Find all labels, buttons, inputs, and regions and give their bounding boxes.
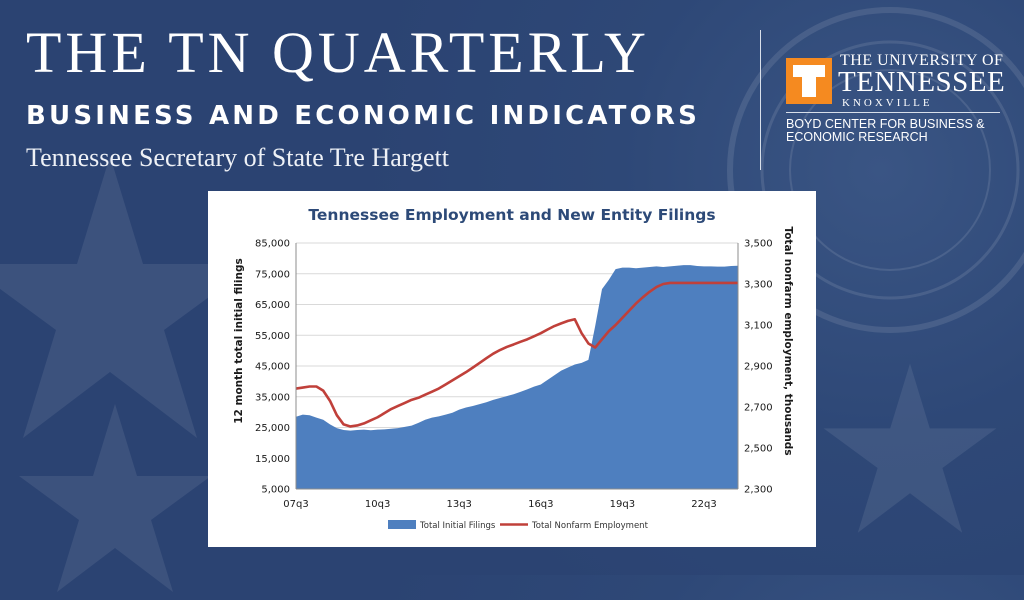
boyd-center-label: BOYD CENTER FOR BUSINESS & ECONOMIC RESE… (786, 118, 985, 144)
ut-city-label: KNOXVILLE (842, 97, 933, 109)
chart-legend: Total Initial Filings Total Nonfarm Emplo… (388, 520, 649, 531)
boyd-center-line1: BOYD CENTER FOR BUSINESS & (786, 117, 985, 131)
left-axis-label: 12 month total initial filings (233, 258, 245, 424)
left-axis-tick-label: 45,000 (255, 362, 290, 373)
right-axis-label: Total nonfarm employment, thousands (782, 226, 794, 455)
x-axis-tick-label: 07q3 (283, 499, 308, 510)
right-axis-tick-label: 2,900 (744, 362, 773, 373)
right-axis-tick-label: 2,500 (744, 444, 773, 455)
left-axis-tick-label: 75,000 (255, 269, 290, 280)
legend-label-total-initial-filings: Total Initial Filings (419, 521, 496, 531)
right-axis-tick-label: 3,100 (744, 321, 773, 332)
x-axis-tick-label: 19q3 (610, 499, 635, 510)
left-axis-tick-label: 35,000 (255, 392, 290, 403)
state-seal-watermark (727, 7, 1024, 333)
right-axis-tick-label: 3,500 (744, 239, 773, 250)
report-subtitle: BUSINESS AND ECONOMIC INDICATORS (26, 101, 701, 131)
star-decoration-right (823, 363, 997, 533)
chart-title: Tennessee Employment and New Entity Fili… (308, 206, 715, 224)
chart-svg: Tennessee Employment and New Entity Fili… (233, 206, 794, 531)
x-axis-tick-label: 10q3 (365, 499, 390, 510)
ut-t-logo-icon (786, 58, 832, 104)
header-divider (760, 30, 761, 170)
star-decoration-large (0, 156, 254, 438)
right-axis-tick-label: 3,300 (744, 280, 773, 291)
left-axis-tick-label: 65,000 (255, 300, 290, 311)
ut-logo-rule (786, 112, 1000, 113)
left-axis-tick-label: 55,000 (255, 331, 290, 342)
left-axis-tick-label: 85,000 (255, 239, 290, 250)
x-axis-tick-label: 22q3 (691, 499, 716, 510)
right-axis-tick-label: 2,300 (744, 485, 773, 496)
x-axis-tick-label: 13q3 (446, 499, 471, 510)
legend-swatch-area (388, 520, 416, 529)
x-axis-tick-label: 16q3 (528, 499, 553, 510)
ut-university-label: THE UNIVERSITY OF (840, 52, 1004, 69)
report-byline: Tennessee Secretary of State Tre Hargett (26, 143, 449, 172)
left-axis-tick-label: 15,000 (255, 454, 290, 465)
report-title: THE TN QUARTERLY (26, 20, 650, 85)
series-line-total-nonfarm-employment (295, 281, 738, 428)
chart-panel: Tennessee Employment and New Entity Fili… (208, 191, 816, 547)
boyd-center-line2: ECONOMIC RESEARCH (786, 130, 928, 144)
left-axis-tick-label: 25,000 (255, 423, 290, 434)
legend-label-total-nonfarm-employment: Total Nonfarm Employment (531, 521, 649, 531)
ut-name-label: TENNESSEE (838, 66, 1006, 98)
left-axis-tick-label: 5,000 (261, 485, 290, 496)
star-decoration-small (19, 404, 211, 592)
series-area-total-initial-filings (296, 265, 738, 489)
right-axis-tick-label: 2,700 (744, 403, 773, 414)
